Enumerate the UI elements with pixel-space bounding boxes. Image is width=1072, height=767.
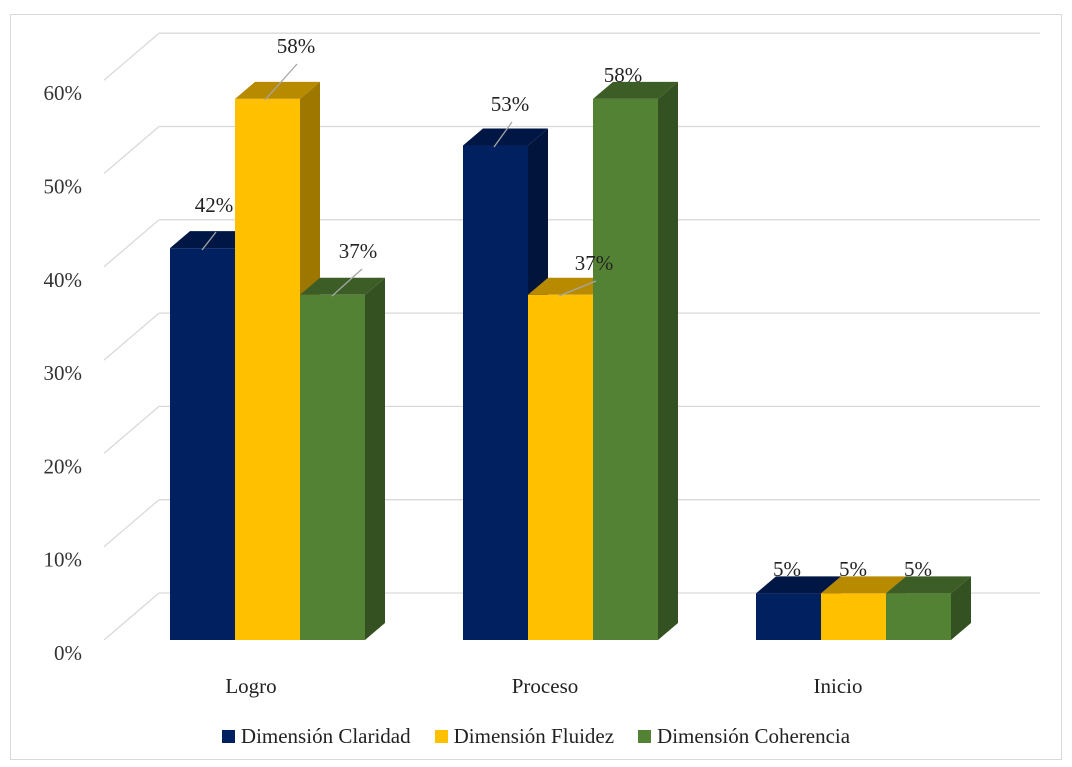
data-label-leader xyxy=(493,121,513,148)
bar xyxy=(463,145,528,640)
data-label-leader xyxy=(331,268,363,297)
legend-label-fluidez: Dimensión Fluidez xyxy=(453,724,615,748)
y-tick-label: 50% xyxy=(44,175,83,199)
legend-swatch-claridad xyxy=(221,730,235,743)
chart-legend: Dimensión Claridad Dimensión Fluidez Dim… xyxy=(0,724,1072,749)
legend-item-fluidez: Dimensión Fluidez xyxy=(434,724,615,749)
bar-top xyxy=(593,81,678,99)
data-label: 53% xyxy=(491,92,530,116)
gridline-depth xyxy=(103,592,160,641)
bar-top xyxy=(463,128,548,146)
gridline-depth xyxy=(103,405,160,454)
bar-top xyxy=(886,576,971,594)
y-tick-label: 0% xyxy=(54,641,82,665)
data-label-leader xyxy=(201,231,217,251)
bar-top xyxy=(170,231,255,249)
bar-top xyxy=(756,576,841,594)
gridline-depth xyxy=(103,499,160,548)
y-tick-label: 10% xyxy=(44,548,83,572)
x-tick-label: Proceso xyxy=(512,674,579,698)
bar-top xyxy=(235,81,320,99)
data-label: 5% xyxy=(773,557,801,581)
bar xyxy=(528,294,593,640)
gridline-depth xyxy=(103,32,160,81)
legend-swatch-fluidez xyxy=(434,730,448,743)
y-tick-label: 40% xyxy=(44,268,83,292)
data-label-leader xyxy=(264,63,298,101)
data-label: 5% xyxy=(904,557,932,581)
bar xyxy=(593,98,658,641)
x-tick-label: Inicio xyxy=(814,674,863,698)
bar-side xyxy=(951,576,971,640)
y-tick-label: 30% xyxy=(44,361,83,385)
data-label: 58% xyxy=(604,63,643,87)
data-label-leader xyxy=(558,280,597,297)
bar-side xyxy=(365,277,385,640)
gridline-depth xyxy=(103,126,160,174)
x-tick-label: Logro xyxy=(225,674,276,698)
gridline-depth xyxy=(103,219,160,268)
bar xyxy=(170,248,235,640)
chart-frame xyxy=(10,14,1062,760)
bar-top xyxy=(821,576,906,594)
bar xyxy=(821,593,886,640)
bar xyxy=(886,593,951,640)
legend-label-claridad: Dimensión Claridad xyxy=(240,724,411,748)
data-label: 37% xyxy=(339,239,378,263)
data-label: 5% xyxy=(839,557,867,581)
bar-side xyxy=(658,81,678,641)
legend-label-coherencia: Dimensión Coherencia xyxy=(657,724,851,748)
bar xyxy=(756,593,821,640)
gridline-depth xyxy=(103,312,160,361)
y-tick-label: 60% xyxy=(44,81,83,105)
bar xyxy=(235,98,300,641)
bar xyxy=(300,294,365,640)
legend-item-claridad: Dimensión Claridad xyxy=(221,724,411,749)
data-label: 58% xyxy=(277,34,316,58)
data-label: 42% xyxy=(195,193,234,217)
y-tick-label: 20% xyxy=(44,454,83,478)
data-label: 37% xyxy=(575,251,614,275)
legend-item-coherencia: Dimensión Coherencia xyxy=(638,724,850,749)
legend-swatch-coherencia xyxy=(638,730,652,743)
